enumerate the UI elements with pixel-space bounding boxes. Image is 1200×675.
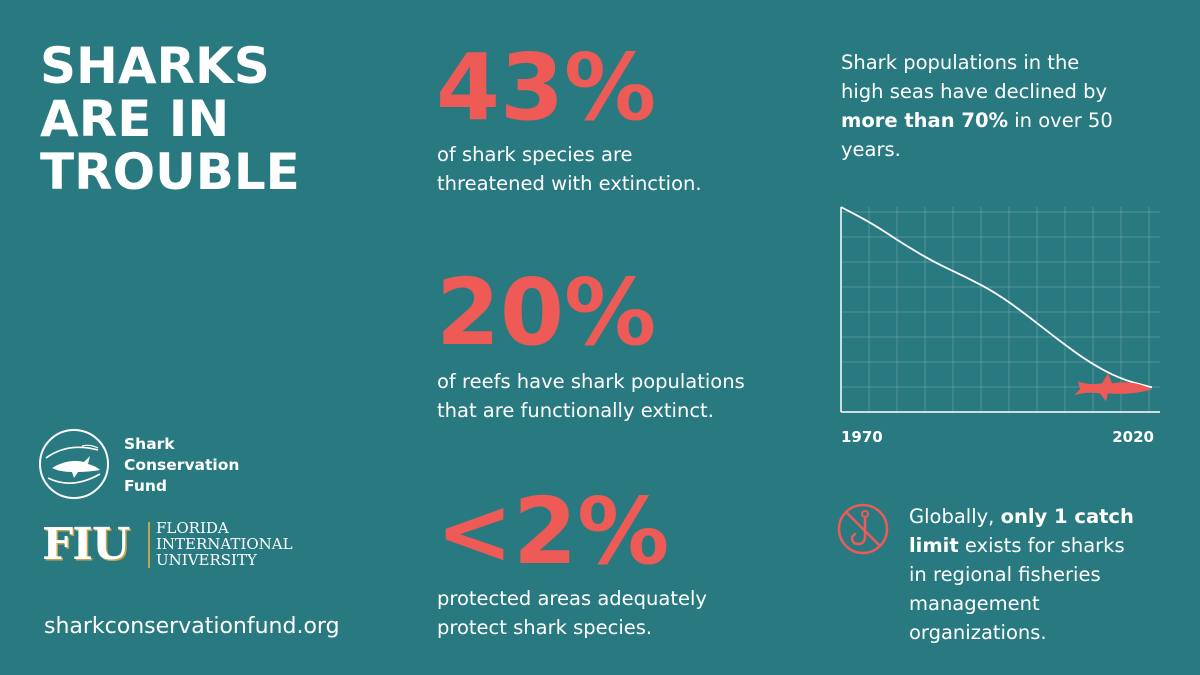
decline-line-4: years. (841, 138, 901, 161)
shark-icon (1074, 373, 1152, 402)
chart-series-line (840, 206, 1153, 389)
university-name: FLORIDA INTERNATIONAL UNIVERSITY (156, 520, 293, 568)
no-fishing-hook-icon (837, 503, 889, 555)
stat-species-line-2: threatened with extinction. (437, 172, 702, 195)
stat-reefs-line-2: that are functionally extinct. (437, 399, 714, 422)
org-name-line-2: Conservation (124, 456, 240, 474)
headline-line-2: ARE IN (40, 90, 230, 148)
university-name-line-1: FLORIDA (156, 519, 229, 537)
catch-highlight-1: only 1 catch (1000, 505, 1134, 528)
decline-text: Shark populations in the high seas have … (841, 48, 1171, 164)
decline-line-3-rest: in over 50 (1008, 109, 1113, 132)
fiu-logo: FIU (42, 519, 130, 570)
org-name-line-1: Shark (124, 435, 175, 453)
stat-description-reefs: of reefs have shark populations that are… (437, 367, 797, 425)
chart-x-tick-end: 2020 (1112, 428, 1154, 446)
chart-grid (841, 207, 1160, 412)
stat-value-protected-areas: <2% (436, 478, 670, 585)
stat-protected-line-1: protected areas adequately (437, 587, 707, 610)
catch-line-1: Globally, only 1 catch (909, 502, 1179, 531)
population-decline-chart: 1970 2020 (840, 206, 1160, 446)
org-name: Shark Conservation Fund (124, 434, 239, 497)
fiu-divider (148, 522, 150, 568)
stat-value-species: 43% (436, 34, 657, 141)
decline-highlight: more than 70% (841, 109, 1009, 132)
catch-line-3: in regional fisheries (909, 563, 1101, 586)
chart-x-tick-start: 1970 (841, 428, 883, 446)
catch-line-5: organizations. (909, 621, 1047, 644)
catch-line-2-rest: exists for sharks (958, 534, 1125, 557)
stat-value-reefs: 20% (436, 259, 657, 366)
catch-line-1-rest: Globally, (909, 505, 1001, 528)
stat-reefs-line-1: of reefs have shark populations (437, 370, 745, 393)
page-title: SHARKS ARE IN TROUBLE (40, 40, 370, 199)
shark-circle-logo-icon (39, 429, 109, 499)
catch-highlight-2: limit (909, 534, 959, 557)
stat-description-species: of shark species are threatened with ext… (437, 140, 797, 198)
university-name-line-2: INTERNATIONAL (156, 535, 293, 553)
decline-line-1: Shark populations in the (841, 51, 1080, 74)
stat-protected-line-2: protect shark species. (437, 616, 653, 639)
headline-line-1: SHARKS (40, 37, 270, 95)
decline-line-3: more than 70% in over 50 (841, 106, 1171, 135)
stat-species-line-1: of shark species are (437, 143, 633, 166)
catch-limit-text: Globally, only 1 catch limit exists for … (909, 502, 1179, 647)
website-link[interactable]: sharkconservationfund.org (44, 614, 340, 639)
stat-description-protected-areas: protected areas adequately protect shark… (437, 584, 797, 642)
org-name-line-3: Fund (124, 477, 167, 495)
catch-line-2: limit exists for sharks (909, 531, 1179, 560)
headline-line-3: TROUBLE (40, 143, 300, 201)
decline-line-2: high seas have declined by (841, 80, 1108, 103)
university-name-line-3: UNIVERSITY (156, 551, 257, 569)
catch-line-4: management (909, 592, 1040, 615)
